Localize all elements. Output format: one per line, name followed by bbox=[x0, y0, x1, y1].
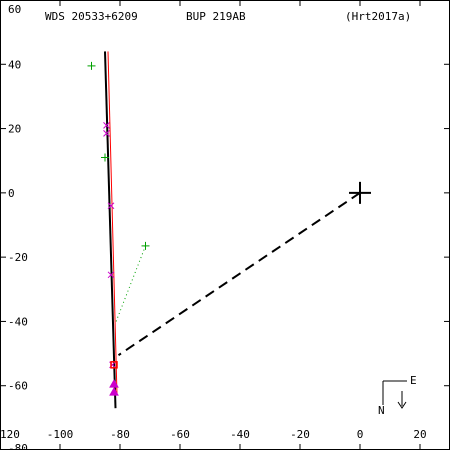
observation-green-plus bbox=[87, 61, 96, 70]
dashed-link-line bbox=[117, 192, 361, 357]
observation-green-plus bbox=[141, 241, 150, 250]
header-center: BUP 219AB bbox=[186, 10, 246, 23]
y-tick-label: -20 bbox=[8, 251, 28, 264]
observation-magenta-x bbox=[103, 130, 110, 137]
observation-red-square bbox=[110, 361, 118, 369]
fit-lines bbox=[104, 51, 361, 409]
observation-magenta-x bbox=[103, 122, 110, 129]
primary-star bbox=[349, 181, 371, 204]
observation-magenta-triangle bbox=[109, 387, 119, 396]
fit-line-black bbox=[104, 51, 117, 409]
header-right: (Hrt2017a) bbox=[345, 10, 411, 23]
compass-motion-arrow-head bbox=[397, 401, 407, 409]
primary-star-marker bbox=[349, 181, 371, 204]
observations bbox=[87, 61, 150, 396]
y-tick-label: -80 bbox=[8, 442, 28, 450]
x-tick-label: -80 bbox=[110, 428, 130, 441]
residual-line-green bbox=[115, 245, 146, 324]
x-tick-label: 0 bbox=[357, 428, 364, 441]
observation-magenta-x bbox=[107, 202, 115, 210]
y-tick-label: 60 bbox=[8, 3, 21, 16]
x-tick-label: -40 bbox=[230, 428, 250, 441]
fit-line-red bbox=[107, 51, 118, 396]
header-left: WDS 20533+6209 bbox=[45, 10, 138, 23]
observation-green-plus bbox=[101, 153, 109, 162]
x-tick-label: 20 bbox=[413, 428, 426, 441]
compass-north-label: N bbox=[378, 404, 385, 417]
observation-magenta-x bbox=[107, 271, 115, 279]
y-tick-label: 20 bbox=[8, 123, 21, 136]
observation-magenta-triangle bbox=[109, 379, 119, 388]
y-tick-label: -40 bbox=[8, 315, 28, 328]
y-tick-label: 40 bbox=[8, 58, 21, 71]
x-tick-label: -100 bbox=[47, 428, 74, 441]
x-tick-label: -60 bbox=[170, 428, 190, 441]
x-tick-label: 120 bbox=[0, 428, 20, 441]
compass-east-label: E bbox=[410, 374, 417, 387]
x-ticks: 120 -100 -80 -60 -40 -20 0 20 bbox=[0, 1, 427, 449]
y-tick-label: -60 bbox=[8, 380, 28, 393]
compass: E N bbox=[378, 374, 417, 417]
x-tick-label: -20 bbox=[290, 428, 310, 441]
y-tick-label: 0 bbox=[8, 187, 15, 200]
